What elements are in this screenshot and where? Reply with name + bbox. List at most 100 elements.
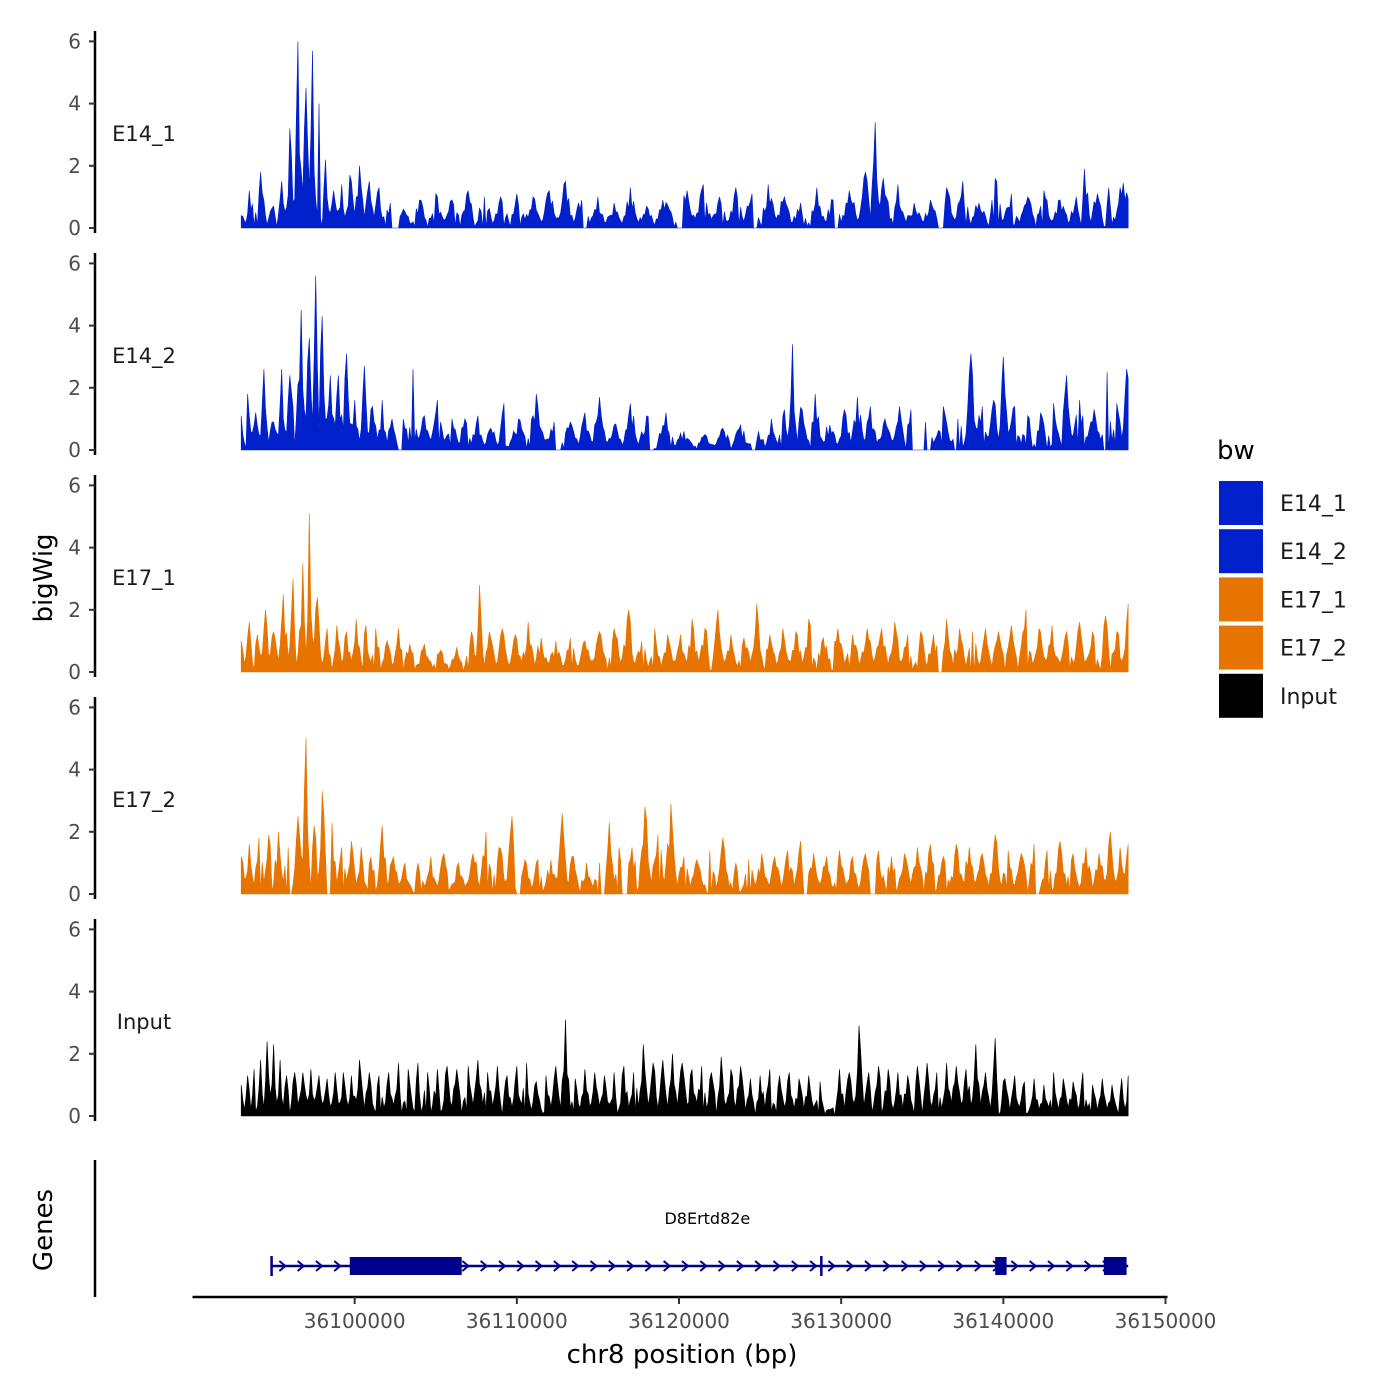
coverage-area [240, 513, 1129, 673]
exon-block [820, 1256, 823, 1276]
x-tick-label: 36120000 [628, 1309, 730, 1333]
strand-chevron [333, 1260, 342, 1272]
strand-chevron [919, 1260, 928, 1272]
strand-chevron [516, 1260, 525, 1272]
strand-chevron [1047, 1260, 1056, 1272]
strand-chevron [644, 1260, 653, 1272]
strand-chevron [1010, 1260, 1019, 1272]
y-tick-label: 6 [68, 251, 81, 275]
gene-label: D8Ertd82e [664, 1209, 750, 1228]
track-e14-2: 0 2 4 6 E14_2 [68, 251, 1129, 462]
legend: bw E14_1 E14_2 E17_1 E17_2 Input [1217, 436, 1347, 720]
legend-label: E14_2 [1280, 540, 1347, 565]
legend-swatch [1217, 479, 1265, 527]
strand-chevron [699, 1260, 708, 1272]
track-panels: 0 2 4 6 E14_1 0 2 4 6 E14_2 0 2 4 6 E17_1 0 2 4 6 E17_2 0 2 4 6… [68, 29, 1129, 1128]
x-tick-label: 36110000 [466, 1309, 568, 1333]
legend-swatch [1217, 527, 1265, 576]
coverage-area [240, 1019, 1129, 1117]
strand-chevron [296, 1260, 306, 1272]
strand-chevron [608, 1260, 617, 1272]
strand-chevron [1083, 1260, 1093, 1272]
exon-block [270, 1256, 273, 1276]
legend-label: Input [1280, 685, 1337, 710]
legend-title: bw [1217, 436, 1255, 466]
y-tick-label: 2 [68, 1042, 81, 1066]
track-e17-1: 0 2 4 6 E17_1 [68, 473, 1129, 684]
coverage-area [240, 41, 1129, 229]
track-e14-1: 0 2 4 6 E14_1 [68, 29, 1129, 240]
strand-chevron [662, 1260, 672, 1272]
legend-label: E14_1 [1280, 492, 1347, 517]
exon-block [995, 1257, 1007, 1275]
legend-label: E17_2 [1280, 637, 1347, 662]
strand-chevron [315, 1260, 324, 1272]
x-tick-label: 36100000 [304, 1309, 406, 1333]
y-tick-label: 0 [68, 882, 81, 906]
track-label: E14_2 [112, 344, 176, 369]
strand-chevron [278, 1260, 287, 1272]
strand-chevron [827, 1260, 836, 1272]
genes-axis-title: Genes [29, 1189, 59, 1271]
coverage-area [240, 738, 1129, 895]
exon-block [349, 1257, 462, 1275]
strand-chevron [717, 1260, 727, 1272]
track-e17-2: 0 2 4 6 E17_2 [68, 695, 1129, 906]
y-tick-label: 4 [68, 758, 81, 782]
y-tick-label: 0 [68, 1104, 81, 1128]
strand-chevron [955, 1260, 965, 1272]
y-tick-label: 2 [68, 154, 81, 178]
legend-label: E17_1 [1280, 588, 1347, 613]
strand-chevron [681, 1260, 690, 1272]
y-tick-label: 6 [68, 29, 81, 53]
strand-chevron [553, 1260, 562, 1272]
strand-chevron [845, 1260, 855, 1272]
legend-swatch [1217, 623, 1265, 672]
strand-chevron [589, 1260, 599, 1272]
coverage-area [240, 275, 1129, 451]
strand-chevron [937, 1260, 946, 1272]
strand-chevron [571, 1260, 580, 1272]
y-tick-label: 4 [68, 980, 81, 1004]
x-tick-label: 36140000 [952, 1309, 1054, 1333]
y-tick-label: 2 [68, 376, 81, 400]
gene-panel: D8Ertd82e [93, 1160, 1129, 1297]
strand-chevron [479, 1260, 489, 1272]
strand-chevron [461, 1260, 470, 1272]
x-tick-label: 36130000 [790, 1309, 892, 1333]
track-label: Input [117, 1010, 171, 1034]
y-tick-label: 2 [68, 598, 81, 622]
x-tick-label: 36150000 [1115, 1309, 1217, 1333]
strand-chevron [534, 1260, 544, 1272]
strand-chevron [791, 1260, 800, 1272]
x-axis: 36100000 36110000 36120000 36130000 36140000… [192, 1295, 1217, 1333]
strand-chevron [900, 1260, 910, 1272]
strand-chevron [772, 1260, 782, 1272]
y-tick-label: 4 [68, 314, 81, 338]
strand-chevron [498, 1260, 507, 1272]
exon-block [1103, 1257, 1127, 1275]
y-tick-label: 0 [68, 216, 81, 240]
track-input: 0 2 4 6 Input [68, 917, 1129, 1128]
strand-chevron [754, 1260, 763, 1272]
y-tick-label: 0 [68, 438, 81, 462]
x-axis-title: chr8 position (bp) [567, 1340, 798, 1370]
y-tick-label: 6 [68, 695, 81, 719]
strand-chevron [736, 1260, 745, 1272]
y-axis-title: bigWig [29, 533, 59, 622]
strand-chevron [882, 1260, 891, 1272]
track-label: E17_1 [112, 566, 176, 591]
strand-chevron [1028, 1260, 1038, 1272]
strand-chevron [809, 1260, 818, 1272]
legend-swatch [1217, 671, 1265, 720]
y-tick-label: 6 [68, 917, 81, 941]
y-tick-label: 2 [68, 820, 81, 844]
strand-chevron [974, 1260, 983, 1272]
strand-chevron [626, 1260, 635, 1272]
y-tick-label: 4 [68, 536, 81, 560]
track-label: E14_1 [112, 122, 176, 147]
strand-chevron [864, 1260, 873, 1272]
legend-swatch [1217, 575, 1265, 624]
legend-items: E14_1 E14_2 E17_1 E17_2 Input [1217, 479, 1347, 720]
